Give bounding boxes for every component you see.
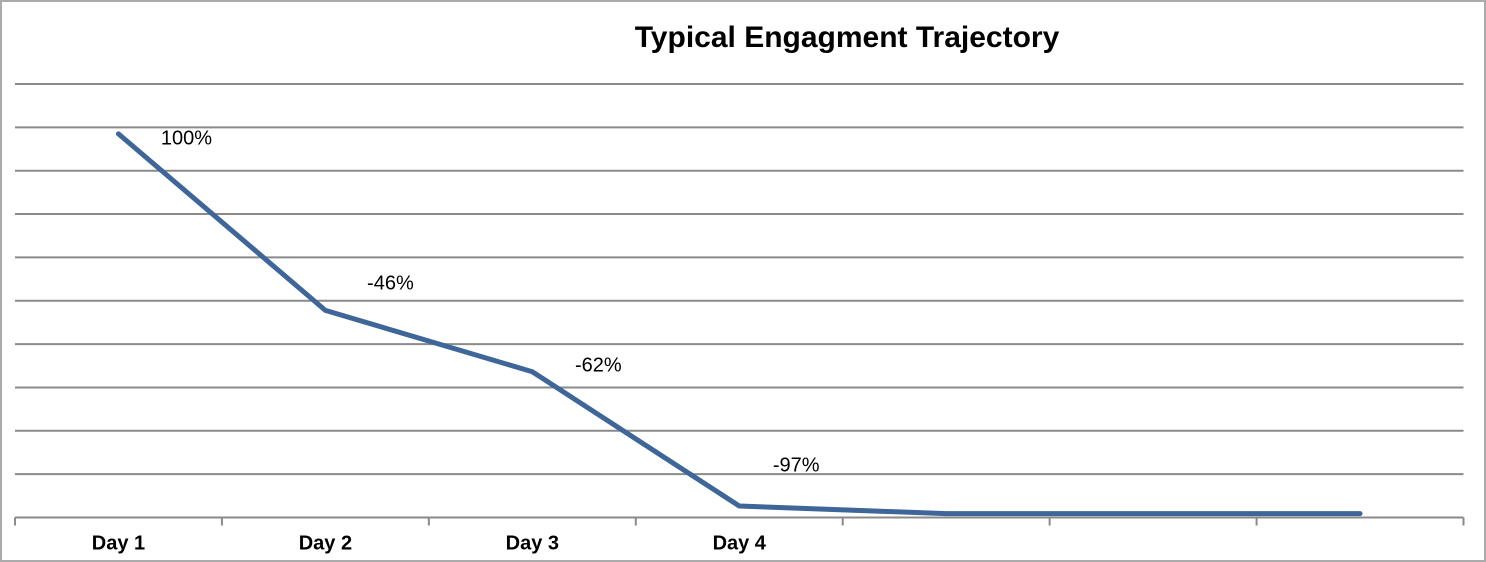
data-label: -62%: [574, 354, 622, 377]
data-label: 100%: [160, 127, 213, 150]
x-axis-label: Day 1: [91, 532, 146, 555]
x-axis-label: Day 3: [505, 532, 559, 555]
data-label: -97%: [772, 454, 820, 477]
engagement-line-series: [115, 131, 1363, 517]
data-label: -46%: [367, 272, 414, 295]
x-axis-label: Day 4: [712, 532, 766, 555]
x-axis-label: Day 2: [298, 532, 353, 555]
chart-title: Typical Engagment Trajectory: [634, 21, 1060, 54]
